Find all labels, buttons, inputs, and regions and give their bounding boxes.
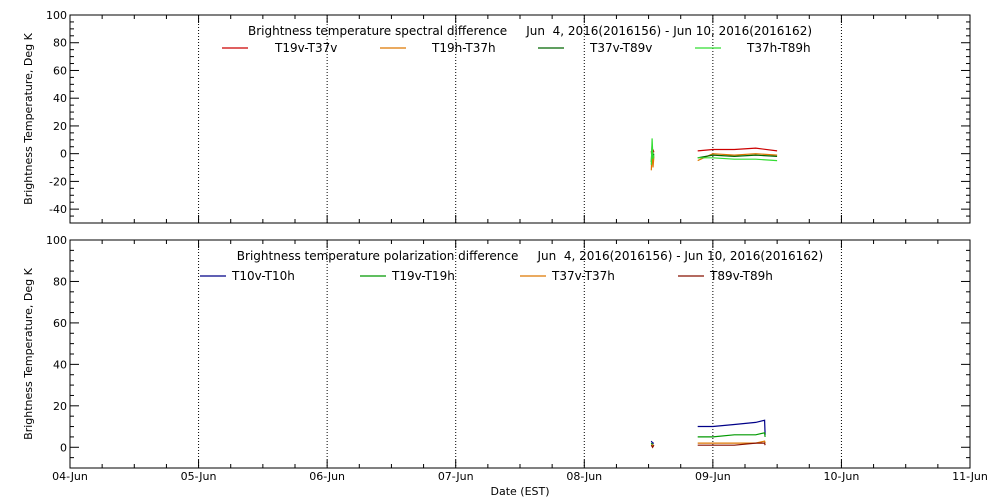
- x-tick-label: 11-Jun: [952, 470, 988, 483]
- legend-label: T19v-T37v: [274, 41, 337, 55]
- series-line-t37v-t37h: [651, 441, 970, 445]
- x-tick-label: 04-Jun: [52, 470, 88, 483]
- y-axis-title: Brightness Temperature, Deg K: [22, 267, 35, 439]
- chart-panel-1: -40 -20 0 20 40 60 80 100 Brightness Temperature…: [22, 9, 971, 224]
- x-tick-label: 07-Jun: [438, 470, 474, 483]
- plot-frame: [69, 14, 971, 224]
- series-line-t89v-t89h: [651, 443, 970, 447]
- y-tick-label: 100: [46, 9, 67, 22]
- y-tick-label: 80: [53, 37, 67, 50]
- y-tick-label: 60: [53, 64, 67, 77]
- series-line-t19v-t37v: [651, 148, 970, 161]
- chart-title: Brightness temperature spectral differen…: [248, 24, 812, 38]
- x-axis-title: Date (EST): [490, 485, 549, 498]
- y-axis-title: Brightness Temperature, Deg K: [22, 32, 35, 204]
- plot-frame: [69, 239, 971, 469]
- y-tick-label: 100: [46, 234, 67, 247]
- y-tick-label: 40: [53, 358, 67, 371]
- series-line-t10v-t10h: [651, 420, 970, 443]
- legend-label: T37v-T89v: [589, 41, 652, 55]
- y-tick-label: 20: [53, 120, 67, 133]
- y-tick-label: 0: [60, 441, 67, 454]
- x-tick-label: 08-Jun: [566, 470, 602, 483]
- series-line-t37h-t89h: [651, 138, 970, 164]
- legend-label: T89v-T89h: [709, 269, 773, 283]
- x-tick-label: 05-Jun: [181, 470, 217, 483]
- legend-label: T19h-T37h: [431, 41, 496, 55]
- y-tick-label: -20: [49, 175, 67, 188]
- x-tick-label: 06-Jun: [309, 470, 345, 483]
- y-tick-label: 0: [60, 148, 67, 161]
- x-tick-label: 10-Jun: [824, 470, 860, 483]
- y-tick-label: 80: [53, 275, 67, 288]
- y-tick-label: -40: [49, 203, 67, 216]
- legend-label: T37h-T89h: [746, 41, 811, 55]
- y-tick-label: 60: [53, 317, 67, 330]
- legend-label: T19v-T19h: [391, 269, 455, 283]
- chart-title: Brightness temperature polarization diff…: [237, 249, 823, 263]
- y-tick-label: 20: [53, 400, 67, 413]
- y-tick-label: 40: [53, 92, 67, 105]
- legend-label: T37v-T37h: [551, 269, 615, 283]
- chart-panel-2: 0 20 40 60 80 100 04-Jun 05-Jun 06-Jun 07-Jun 08-J…: [22, 234, 988, 498]
- x-tick-label: 09-Jun: [695, 470, 731, 483]
- legend-label: T10v-T10h: [231, 269, 295, 283]
- series-line-t19h-t37h: [651, 151, 970, 170]
